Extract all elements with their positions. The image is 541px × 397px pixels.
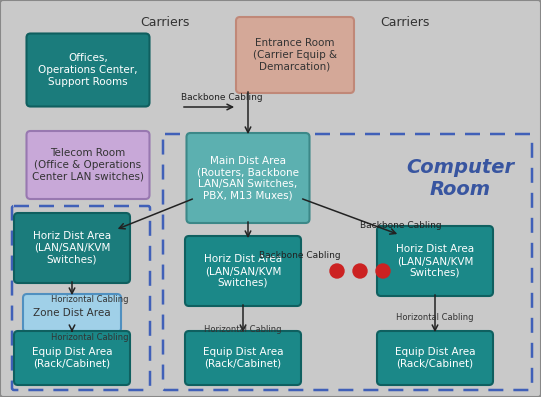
Text: Offices,
Operations Center,
Support Rooms: Offices, Operations Center, Support Room…: [38, 54, 138, 87]
FancyBboxPatch shape: [236, 17, 354, 93]
Text: Telecom Room
(Office & Operations
Center LAN switches): Telecom Room (Office & Operations Center…: [32, 148, 144, 181]
Text: Backbone Cabling: Backbone Cabling: [181, 93, 262, 102]
FancyBboxPatch shape: [23, 294, 121, 332]
Text: Carriers: Carriers: [140, 15, 190, 29]
FancyBboxPatch shape: [14, 331, 130, 385]
Text: Zone Dist Area: Zone Dist Area: [33, 308, 111, 318]
FancyBboxPatch shape: [27, 33, 149, 106]
Text: Horiz Dist Area
(LAN/SAN/KVM
Switches): Horiz Dist Area (LAN/SAN/KVM Switches): [204, 254, 282, 287]
Text: Horizontal Cabling: Horizontal Cabling: [51, 333, 129, 342]
Text: Backbone Cabling: Backbone Cabling: [259, 251, 341, 260]
FancyBboxPatch shape: [377, 226, 493, 296]
FancyBboxPatch shape: [185, 236, 301, 306]
Text: Horiz Dist Area
(LAN/SAN/KVM
Switches): Horiz Dist Area (LAN/SAN/KVM Switches): [396, 245, 474, 278]
Text: Equip Dist Area
(Rack/Cabinet): Equip Dist Area (Rack/Cabinet): [203, 347, 283, 369]
FancyBboxPatch shape: [14, 213, 130, 283]
Text: Horizontal Cabling: Horizontal Cabling: [51, 295, 129, 304]
FancyBboxPatch shape: [187, 133, 309, 223]
Text: Horizontal Cabling: Horizontal Cabling: [396, 313, 474, 322]
Text: Horiz Dist Area
(LAN/SAN/KVM
Switches): Horiz Dist Area (LAN/SAN/KVM Switches): [33, 231, 111, 264]
Text: Equip Dist Area
(Rack/Cabinet): Equip Dist Area (Rack/Cabinet): [32, 347, 112, 369]
Circle shape: [353, 264, 367, 278]
FancyBboxPatch shape: [377, 331, 493, 385]
Text: Backbone Cabling: Backbone Cabling: [360, 221, 441, 230]
Circle shape: [376, 264, 390, 278]
Text: Horizontal Cabling: Horizontal Cabling: [204, 325, 282, 334]
FancyBboxPatch shape: [27, 131, 149, 199]
Text: Equip Dist Area
(Rack/Cabinet): Equip Dist Area (Rack/Cabinet): [395, 347, 475, 369]
Text: Main Dist Area
(Routers, Backbone
LAN/SAN Switches,
PBX, M13 Muxes): Main Dist Area (Routers, Backbone LAN/SA…: [197, 156, 299, 200]
FancyBboxPatch shape: [185, 331, 301, 385]
Text: Computer
Room: Computer Room: [406, 158, 514, 199]
Text: Carriers: Carriers: [380, 15, 430, 29]
Text: Entrance Room
(Carrier Equip &
Demarcation): Entrance Room (Carrier Equip & Demarcati…: [253, 39, 337, 71]
Circle shape: [330, 264, 344, 278]
